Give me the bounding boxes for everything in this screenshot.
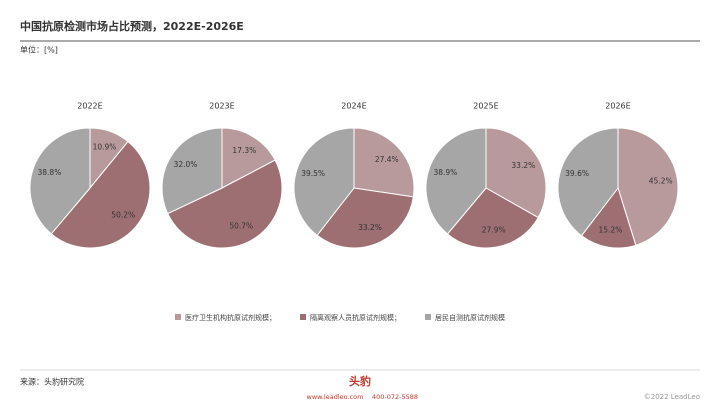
pie-slice: [221, 127, 276, 189]
value-label: 27.4%: [375, 155, 399, 164]
value-label: 39.5%: [301, 169, 325, 178]
pie-slice: [580, 186, 637, 249]
value-label: 17.3%: [232, 146, 256, 155]
value-label: 50.7%: [229, 222, 253, 231]
value-label: 45.2%: [649, 177, 673, 186]
copyright: ©2022 LeadLeo: [644, 393, 700, 401]
value-label: 50.2%: [111, 211, 135, 220]
phone: 400-072-5588: [372, 393, 418, 401]
value-label: 38.8%: [38, 168, 62, 177]
source: 来源：头豹研究院: [20, 377, 84, 387]
pie-slice: [485, 127, 547, 219]
legend-swatch: [300, 314, 306, 320]
pie-slice: [425, 127, 487, 235]
value-label: 33.2%: [511, 161, 535, 170]
value-label: 27.9%: [482, 226, 506, 235]
legend-label: 居民自测抗原试剂规模: [435, 313, 505, 322]
legend-swatch: [175, 314, 181, 320]
pie-title: 2022E: [77, 102, 102, 111]
pie-slice: [161, 127, 223, 215]
pie-title: 2024E: [341, 102, 366, 111]
unit: 单位：[%]: [20, 45, 58, 55]
value-label: 33.2%: [358, 223, 382, 232]
pie-title: 2023E: [209, 102, 234, 111]
value-label: 32.0%: [174, 160, 198, 169]
page-title: 中国抗原检测市场占比预测，2022E-2026E: [20, 19, 244, 33]
value-label: 39.6%: [565, 169, 589, 178]
pie-slice: [293, 127, 355, 237]
pie-title: 2025E: [473, 102, 498, 111]
website: www.leadleo.com: [307, 393, 364, 401]
pie-slice: [167, 159, 283, 249]
pie-slice: [29, 127, 91, 235]
pie-slice: [557, 127, 619, 237]
legend-swatch: [425, 314, 431, 320]
value-label: 10.9%: [93, 142, 117, 151]
legend-label: 医疗卫生机构抗原试剂规模；: [185, 313, 276, 322]
pie-slice: [50, 140, 151, 249]
value-label: 15.2%: [599, 226, 623, 235]
pie-slice: [316, 187, 414, 249]
pie-slice: [353, 127, 415, 198]
pie-slice: [446, 187, 539, 249]
pie-slice: [617, 127, 679, 246]
legend-label: 隔离观察人员抗原试剂规模；: [310, 313, 401, 322]
logo: 头豹: [349, 374, 371, 388]
pie-title: 2026E: [605, 102, 630, 111]
value-label: 38.9%: [433, 168, 457, 177]
